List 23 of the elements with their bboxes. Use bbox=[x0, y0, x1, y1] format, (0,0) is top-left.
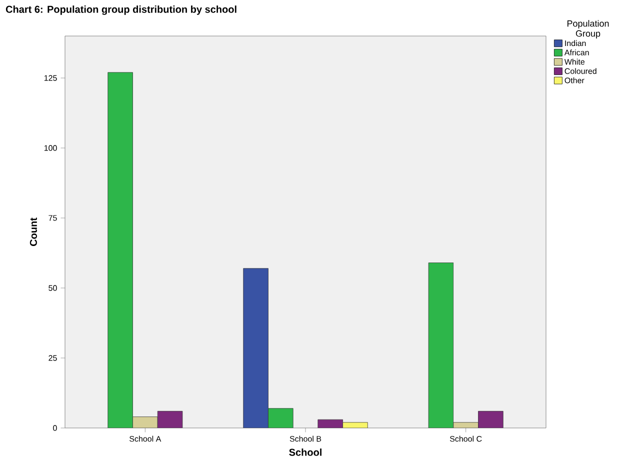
y-tick-label: 50 bbox=[48, 285, 57, 291]
y-tick-label: 75 bbox=[48, 215, 57, 221]
y-axis-title: Count bbox=[30, 218, 37, 246]
legend-label: Other bbox=[564, 77, 584, 84]
legend-label: Coloured bbox=[564, 68, 596, 74]
bar bbox=[157, 410, 183, 428]
bar bbox=[478, 410, 504, 428]
bar bbox=[108, 72, 133, 428]
x-tick-label: School A bbox=[130, 436, 162, 442]
y-tick-label: 125 bbox=[44, 75, 57, 81]
legend-label: Indian bbox=[565, 40, 586, 46]
x-tick-label: School C bbox=[450, 436, 482, 442]
legend-title: Population Group bbox=[567, 20, 609, 38]
chart-title: Chart 6: Population group distribution by school bbox=[6, 6, 236, 15]
bar bbox=[428, 262, 454, 428]
legend-label: White bbox=[564, 58, 584, 65]
x-tick-label: School B bbox=[290, 436, 322, 442]
y-tick-label: 25 bbox=[48, 355, 57, 361]
bar bbox=[268, 408, 294, 428]
y-tick-label: 100 bbox=[44, 145, 57, 151]
legend-label: African bbox=[564, 49, 589, 56]
y-tick-label: 0 bbox=[53, 425, 57, 431]
x-axis-title: School bbox=[289, 448, 322, 456]
